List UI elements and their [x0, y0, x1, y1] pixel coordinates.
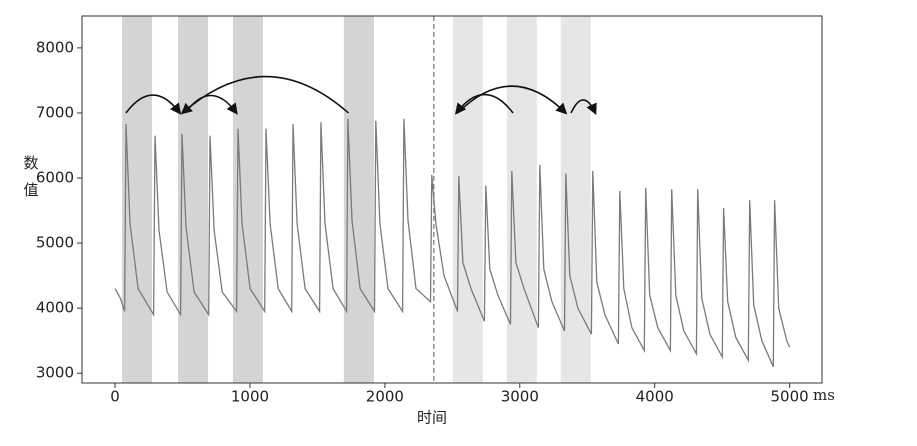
arrow	[457, 85, 568, 115]
shaded-span	[452, 16, 483, 383]
y-tick-label: 4000	[36, 299, 74, 317]
arrow	[570, 99, 597, 115]
y-axis-label: 数值	[22, 155, 40, 209]
x-unit: ms	[813, 386, 835, 404]
x-tick-label: 1000	[231, 388, 269, 406]
y-tick-label: 8000	[36, 38, 74, 56]
shaded-span	[122, 16, 153, 383]
x-tick-label: 5000	[771, 388, 809, 406]
y-tick-label: 6000	[36, 169, 74, 187]
y-tick-label: 5000	[36, 234, 74, 252]
shaded-span	[343, 16, 374, 383]
x-tick-label: 4000	[636, 388, 674, 406]
arrow	[180, 75, 349, 115]
x-tick-label: 3000	[501, 388, 539, 406]
signal-line	[114, 118, 791, 367]
arrow	[455, 94, 514, 115]
plot-frame	[81, 15, 823, 384]
y-tick-label: 3000	[36, 364, 74, 382]
y-tick-label: 7000	[36, 103, 74, 121]
x-axis-label: 时间	[417, 409, 447, 427]
x-tick-label: 2000	[366, 388, 404, 406]
shaded-span	[178, 16, 209, 383]
arrow	[125, 94, 182, 115]
x-tick-label: 0	[110, 388, 120, 406]
